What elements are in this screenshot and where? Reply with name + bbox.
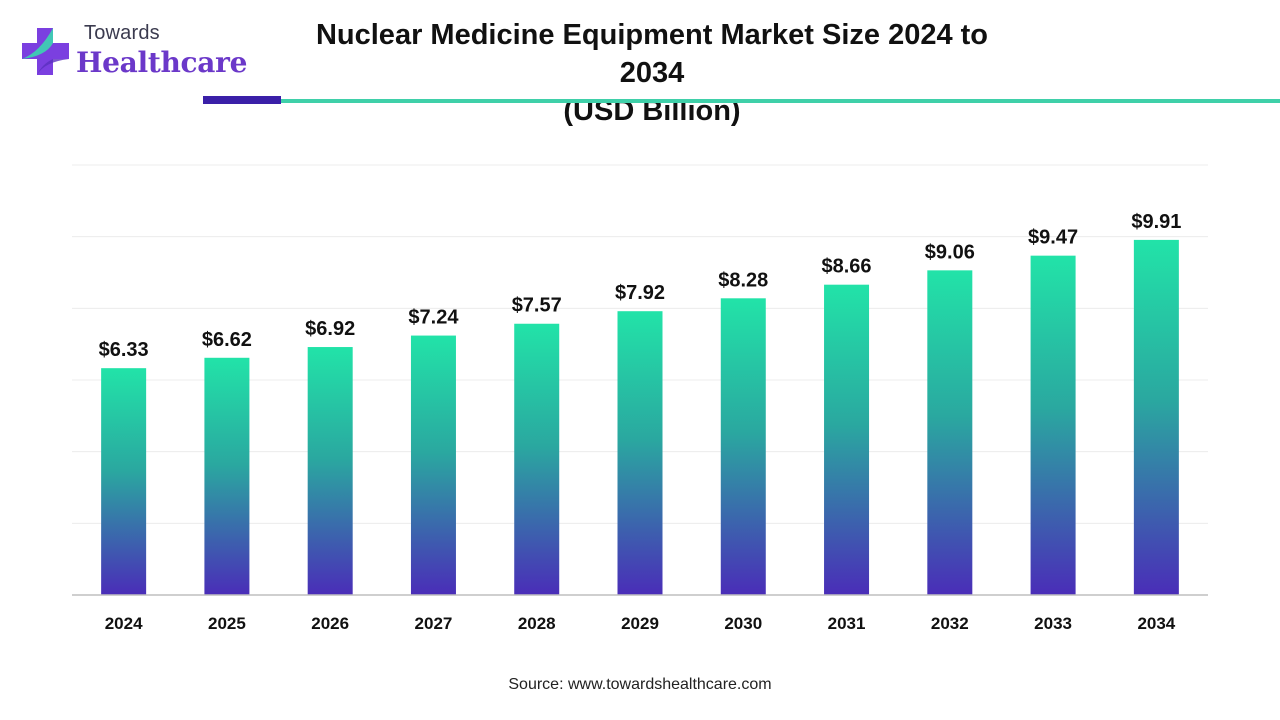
x-tick-label: 2030 [724,614,762,633]
x-tick-label: 2032 [931,614,969,633]
data-label: $6.92 [305,318,355,340]
data-label: $6.33 [99,339,149,361]
data-label: $8.28 [718,269,768,291]
bar-2028 [514,323,560,595]
bar-2027 [410,335,456,595]
x-tick-label: 2027 [415,614,453,633]
data-label: $7.92 [615,282,665,304]
header-rule-accent [203,96,281,104]
bar-2029 [617,311,663,595]
x-tick-label: 2029 [621,614,659,633]
bar-2024 [101,368,147,595]
data-label: $7.57 [512,295,562,317]
source-note: Source: www.towardshealthcare.com [508,676,772,693]
header-rule [281,99,1280,103]
x-tick-label: 2026 [311,614,349,633]
bar-2026 [307,347,353,595]
x-tick-label: 2028 [518,614,556,633]
brand-name-line1: Towards [84,22,160,44]
x-tick-label: 2024 [105,614,143,633]
plus-cross-icon [22,28,69,75]
data-label: $9.91 [1131,211,1181,233]
x-tick-label: 2031 [828,614,866,633]
chart-title: Nuclear Medicine Equipment Market Size 2… [300,16,1004,130]
bar-2025 [204,357,250,595]
brand-name-line2: Healthcare [76,46,248,79]
bar-2034 [1133,239,1179,595]
bar-2030 [720,298,766,595]
x-tick-label: 2034 [1137,614,1175,633]
data-label: $7.24 [408,307,459,329]
data-label: $6.62 [202,329,252,351]
data-label: $9.06 [925,241,975,263]
x-tick-label: 2033 [1034,614,1072,633]
bar-2032 [927,270,973,595]
x-tick-label: 2025 [208,614,246,633]
data-label: $9.47 [1028,227,1078,249]
brand-logo: Towards Healthcare [18,20,248,84]
bar-2033 [1030,255,1076,596]
bar-2031 [824,284,870,595]
chart-title-line1: Nuclear Medicine Equipment Market Size 2… [315,19,989,89]
data-label: $8.66 [822,256,872,278]
